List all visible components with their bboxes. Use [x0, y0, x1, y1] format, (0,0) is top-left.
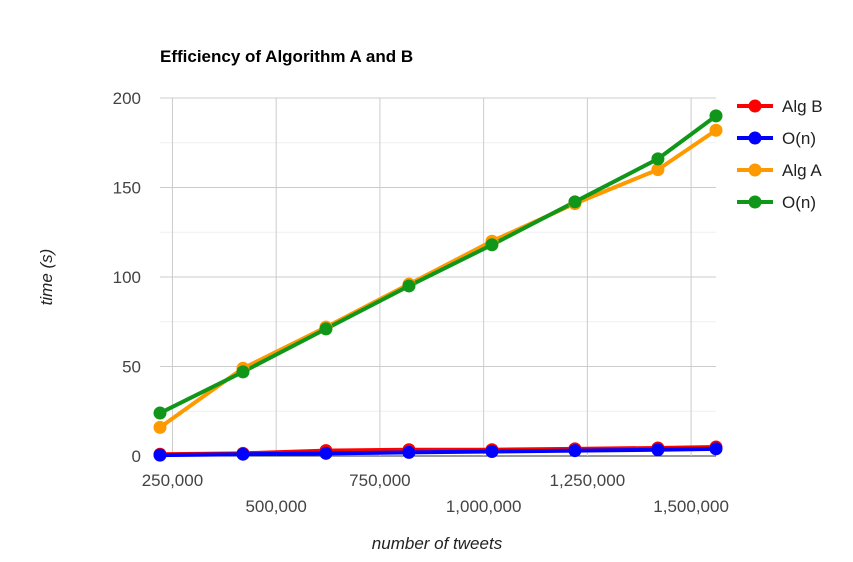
series-points — [153, 109, 723, 462]
legend-label: Alg A — [782, 161, 822, 180]
y-axis-title: time (s) — [37, 249, 56, 306]
legend-label: O(n) — [782, 193, 816, 212]
legend-swatch-dot — [748, 99, 762, 113]
legend-label: O(n) — [782, 129, 816, 148]
data-point-series-3 — [236, 365, 250, 379]
data-point-series-1 — [236, 447, 250, 461]
x-axis-title: number of tweets — [372, 534, 503, 553]
x-tick-label: 250,000 — [142, 471, 203, 490]
y-tick-label: 50 — [122, 358, 141, 377]
data-point-series-2 — [153, 420, 167, 434]
series-line-1 — [158, 446, 718, 458]
x-tick-label: 500,000 — [245, 497, 306, 516]
data-point-series-2 — [709, 123, 723, 137]
x-tick-label: 750,000 — [349, 471, 410, 490]
legend: Alg B O(n) Alg A O(n) — [737, 97, 823, 212]
x-tick-label: 1,500,000 — [653, 497, 729, 516]
data-point-series-1 — [651, 443, 665, 457]
y-tick-label: 200 — [113, 89, 141, 108]
data-point-series-3 — [485, 238, 499, 252]
data-point-series-2 — [651, 163, 665, 177]
data-point-series-3 — [319, 322, 333, 336]
x-axis-ticks: 250,000 500,000 750,000 1,000,000 1,250,000 1… — [142, 471, 729, 516]
legend-swatch-dot — [748, 131, 762, 145]
y-tick-label: 100 — [113, 268, 141, 287]
chart-title: Efficiency of Algorithm A and B — [160, 47, 413, 66]
data-point-series-1 — [153, 448, 167, 462]
minor-gridlines — [160, 142, 716, 412]
data-point-series-1 — [568, 444, 582, 458]
major-gridlines — [160, 97, 716, 457]
data-point-series-1 — [709, 442, 723, 456]
data-point-series-3 — [153, 406, 167, 420]
y-tick-label: 150 — [113, 179, 141, 198]
legend-label: Alg B — [782, 97, 823, 116]
data-point-series-1 — [402, 445, 416, 459]
data-point-series-3 — [651, 152, 665, 166]
series-line-2 — [158, 128, 718, 430]
y-tick-label: 0 — [132, 447, 141, 466]
x-tick-label: 1,000,000 — [446, 497, 522, 516]
data-point-series-3 — [568, 195, 582, 209]
legend-swatch-dot — [748, 163, 762, 177]
y-axis-ticks: 0 50 100 150 200 — [113, 89, 141, 466]
data-point-series-3 — [402, 279, 416, 293]
legend-swatch-dot — [748, 195, 762, 209]
series-line-3 — [158, 113, 718, 416]
data-point-series-1 — [319, 446, 333, 460]
x-tick-label: 1,250,000 — [550, 471, 626, 490]
data-point-series-1 — [485, 445, 499, 459]
data-point-series-3 — [709, 109, 723, 123]
series-lines — [158, 113, 718, 458]
